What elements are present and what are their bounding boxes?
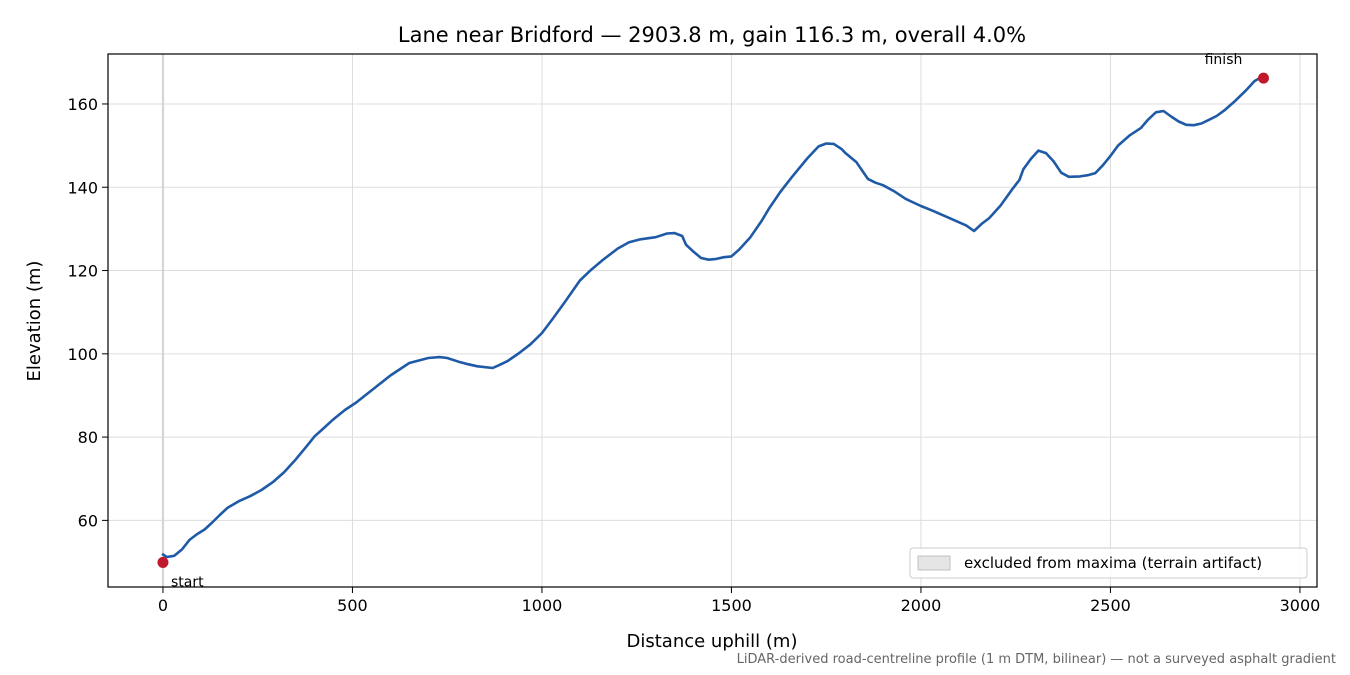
excluded-band-rect — [161, 54, 165, 587]
x-tick-label: 2000 — [901, 596, 942, 615]
x-tick-label: 1000 — [522, 596, 563, 615]
axis-ticks: 0 500 1000 1500 2000 2500 3000 60 80 100 120 140 160 — [67, 95, 1320, 615]
y-tick-label: 160 — [67, 95, 98, 114]
x-tick-label: 3000 — [1280, 596, 1321, 615]
elevation-line — [161, 76, 1262, 559]
chart-title: Lane near Bridford — 2903.8 m, gain 116.… — [398, 23, 1026, 47]
x-axis-label: Distance uphill (m) — [627, 631, 798, 652]
grid — [108, 54, 1317, 587]
x-tick-label: 500 — [337, 596, 368, 615]
y-tick-label: 100 — [67, 345, 98, 364]
footnote: LiDAR-derived road-centreline profile (1… — [736, 652, 1336, 667]
y-axis-label: Elevation (m) — [24, 261, 45, 382]
x-tick-label: 0 — [158, 596, 168, 615]
series-layer — [161, 76, 1262, 559]
y-tick-label: 60 — [78, 511, 98, 530]
y-tick-label: 120 — [67, 262, 98, 281]
marker-finish — [1257, 72, 1269, 84]
x-tick-label: 2500 — [1090, 596, 1131, 615]
y-tick-label: 140 — [67, 178, 98, 197]
legend: excluded from maxima (terrain artifact) — [909, 547, 1308, 579]
plot-frame — [107, 53, 1318, 588]
legend-swatch-excluded — [917, 555, 951, 571]
marker-start — [157, 556, 169, 568]
y-tick-label: 80 — [78, 428, 98, 447]
legend-box — [909, 547, 1308, 579]
x-tick-label: 1500 — [711, 596, 752, 615]
marker-label-start: start — [171, 574, 204, 590]
legend-label-excluded: excluded from maxima (terrain artifact) — [964, 554, 1262, 572]
marker-label-finish: finish — [1205, 52, 1243, 68]
excluded-band — [161, 54, 165, 587]
